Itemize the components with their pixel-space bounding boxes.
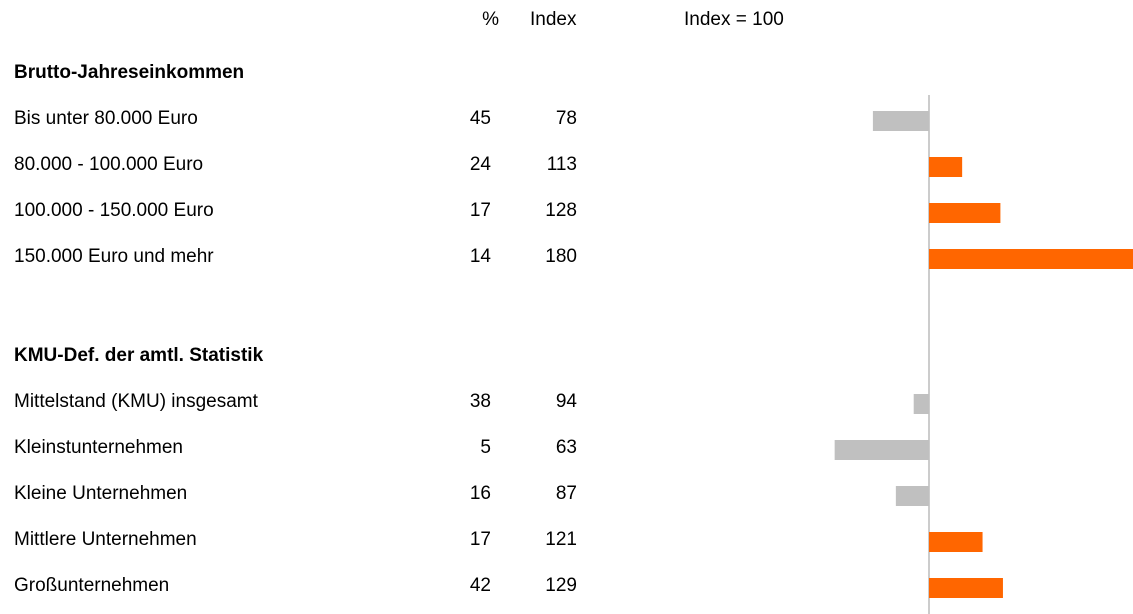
row-label: Mittlere Unternehmen [14, 529, 197, 550]
index: 121 [545, 529, 577, 550]
index: 129 [545, 575, 577, 596]
index: 113 [547, 154, 577, 175]
row-label: Kleinstunternehmen [14, 437, 183, 458]
percent: 16 [470, 483, 491, 504]
row-label: Großunternehmen [14, 575, 169, 596]
index: 87 [556, 483, 577, 504]
column-header: Index [530, 9, 577, 30]
percent: 14 [470, 246, 492, 267]
percent: 5 [480, 437, 491, 458]
percent: 42 [470, 575, 491, 596]
row-label: 150.000 Euro und mehr [14, 246, 214, 267]
group-title: KMU-Def. der amtl. Statistik [14, 345, 264, 366]
bar [929, 203, 1001, 223]
percent: 17 [470, 529, 491, 550]
percent: 38 [470, 391, 491, 412]
index: 78 [556, 108, 577, 129]
index: 94 [556, 391, 578, 412]
percent: 45 [470, 108, 491, 129]
index: 63 [556, 437, 577, 458]
column-header: % [482, 9, 499, 30]
bar [929, 578, 1003, 598]
row-label: Kleine Unternehmen [14, 483, 187, 504]
percent: 17 [470, 200, 491, 221]
row-label: Bis unter 80.000 Euro [14, 108, 198, 129]
index: 128 [545, 200, 577, 221]
bar [913, 394, 929, 414]
bar [929, 249, 1133, 269]
column-header: Index = 100 [684, 9, 784, 30]
row-label: 100.000 - 150.000 Euro [14, 200, 214, 221]
row-label: Mittelstand (KMU) insgesamt [14, 391, 259, 412]
bar [872, 111, 929, 131]
row-label: 80.000 - 100.000 Euro [14, 154, 203, 175]
group-title: Brutto-Jahreseinkommen [14, 62, 244, 83]
percent: 24 [470, 154, 492, 175]
bar [929, 157, 963, 177]
bar [895, 486, 929, 506]
bar [834, 440, 929, 460]
bar [929, 532, 983, 552]
index: 180 [545, 246, 577, 267]
